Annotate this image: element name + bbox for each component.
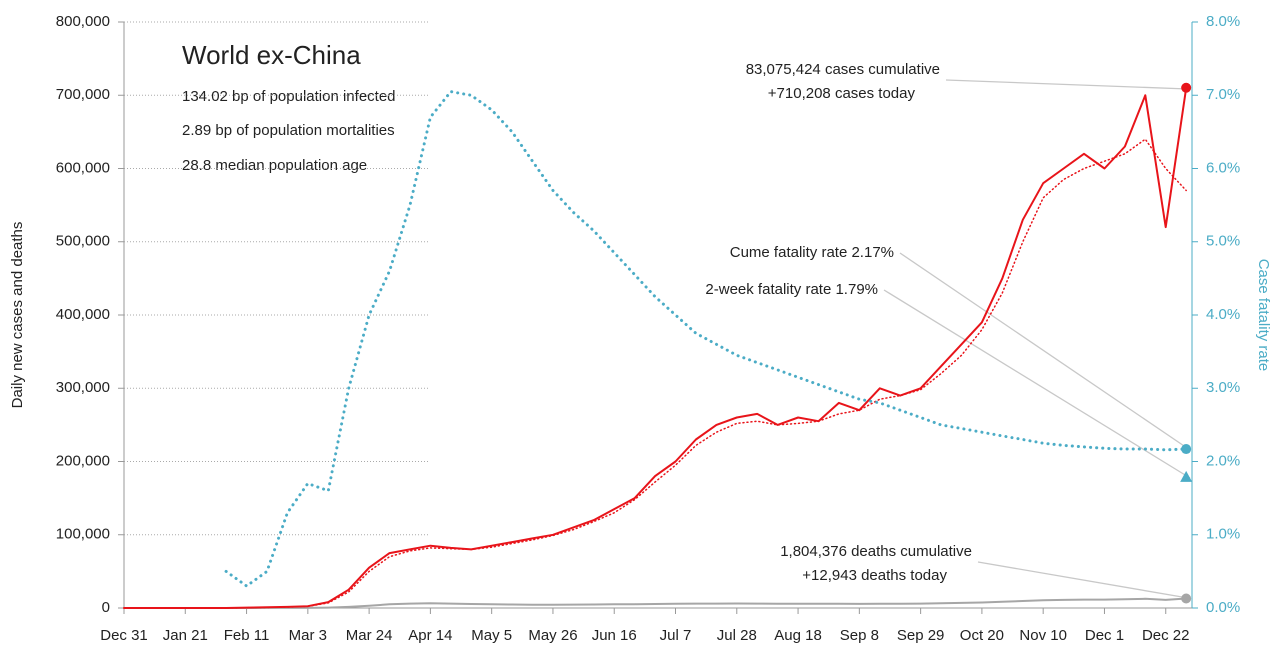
y-tick-label: 300,000 <box>56 379 110 396</box>
x-tick-label: Aug 18 <box>774 627 822 644</box>
y2-tick-label: 5.0% <box>1206 233 1240 250</box>
x-tick-label: Dec 31 <box>100 627 148 644</box>
annotation: +710,208 cases today <box>768 85 916 102</box>
x-tick-label: Jan 21 <box>163 627 208 644</box>
annotation: 2-week fatality rate 1.79% <box>705 281 878 298</box>
y2-tick-label: 7.0% <box>1206 86 1240 103</box>
y-tick-label: 600,000 <box>56 159 110 176</box>
two-week-marker <box>1180 470 1193 482</box>
chart-title: World ex-China <box>182 40 361 70</box>
annotation: +12,943 deaths today <box>802 567 947 584</box>
stat-line: 28.8 median population age <box>182 157 367 174</box>
series-line <box>224 90 1188 588</box>
x-tick-label: May 26 <box>528 627 577 644</box>
y-tick-label: 800,000 <box>56 13 110 30</box>
annotation: 1,804,376 deaths cumulative <box>780 543 972 560</box>
y2-tick-label: 1.0% <box>1206 526 1240 543</box>
stat-line: 2.89 bp of population mortalities <box>182 122 395 139</box>
end-marker <box>1181 444 1192 455</box>
x-tick-label: Dec 22 <box>1142 627 1190 644</box>
y2-tick-label: 4.0% <box>1206 306 1240 323</box>
x-tick-label: Jun 16 <box>592 627 637 644</box>
leader-lines <box>883 79 1191 599</box>
end-marker <box>1181 82 1192 93</box>
y-tick-label: 500,000 <box>56 233 110 250</box>
y2-tick-label: 8.0% <box>1206 13 1240 30</box>
x-tick-label: Mar 24 <box>346 627 393 644</box>
y2-tick-label: 3.0% <box>1206 379 1240 396</box>
series-line <box>123 138 1187 609</box>
y-tick-label: 0 <box>102 599 110 616</box>
y2-tick-label: 0.0% <box>1206 599 1240 616</box>
stat-line: 134.02 bp of population infected <box>182 88 396 105</box>
x-tick-label: May 5 <box>471 627 512 644</box>
x-tick-label: Apr 14 <box>408 627 452 644</box>
x-tick-label: Oct 20 <box>960 627 1004 644</box>
x-tick-label: Jul 28 <box>717 627 757 644</box>
x-tick-label: Dec 1 <box>1085 627 1124 644</box>
y-tick-label: 100,000 <box>56 526 110 543</box>
x-tick-label: Nov 10 <box>1019 627 1067 644</box>
series-line <box>123 597 1188 609</box>
x-tick-label: Sep 29 <box>897 627 945 644</box>
y-axis-label: Daily new cases and deaths <box>9 222 26 409</box>
y2-tick-label: 6.0% <box>1206 159 1240 176</box>
end-marker <box>1181 593 1192 604</box>
x-tick-label: Mar 3 <box>289 627 327 644</box>
y2-axis-label: Case fatality rate <box>1255 259 1272 372</box>
x-tick-label: Sep 8 <box>840 627 879 644</box>
annotation: Cume fatality rate 2.17% <box>730 244 894 261</box>
y-tick-label: 400,000 <box>56 306 110 323</box>
annotation: 83,075,424 cases cumulative <box>746 61 940 78</box>
x-tick-label: Feb 11 <box>224 627 270 644</box>
y-tick-label: 700,000 <box>56 86 110 103</box>
x-tick-label: Jul 7 <box>660 627 692 644</box>
y-tick-label: 200,000 <box>56 452 110 469</box>
y2-tick-label: 2.0% <box>1206 452 1240 469</box>
